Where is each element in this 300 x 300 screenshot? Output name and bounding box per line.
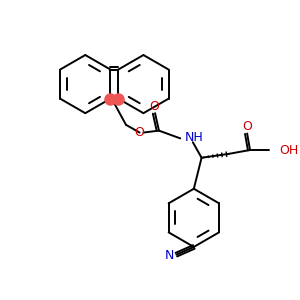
Text: OH: OH bbox=[279, 143, 298, 157]
Text: O: O bbox=[149, 100, 159, 113]
Text: N: N bbox=[165, 249, 174, 262]
Text: O: O bbox=[135, 126, 145, 139]
Text: O: O bbox=[242, 120, 252, 133]
Text: NH: NH bbox=[185, 131, 204, 144]
